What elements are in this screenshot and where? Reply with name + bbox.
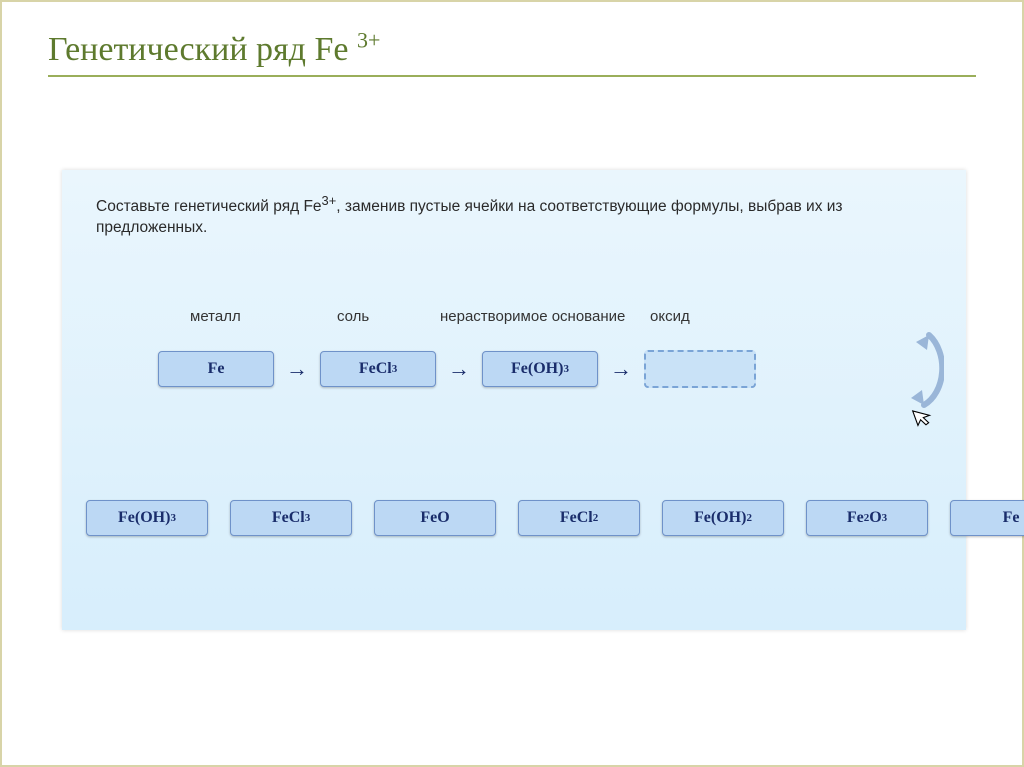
label-metal: металл (190, 308, 241, 325)
pool-chip[interactable]: FeO (374, 500, 496, 536)
label-salt: соль (337, 308, 369, 325)
slide: Генетический ряд Fe 3+ Составьте генетич… (0, 0, 1024, 767)
content-panel: Составьте генетический ряд Fe3+, заменив… (62, 170, 966, 630)
chain-row: Fe→FeCl3→Fe(OH)3→ (62, 350, 966, 388)
chain-chip[interactable]: FeCl3 (320, 351, 436, 387)
pool-chip[interactable]: Fe (950, 500, 1024, 536)
title-underline: Генетический ряд Fe 3+ (48, 28, 976, 77)
label-base: нерастворимое основание (440, 308, 625, 325)
arrow-icon: → (436, 356, 482, 382)
options-pool: Fe(OH)3FeCl3FeOFeCl2Fe(OH)2Fe2O3Fe (86, 500, 966, 536)
pool-chip[interactable]: Fe(OH)3 (86, 500, 208, 536)
empty-slot[interactable] (644, 350, 756, 388)
pool-chip[interactable]: Fe(OH)2 (662, 500, 784, 536)
arrow-icon: → (274, 356, 320, 382)
pool-chip[interactable]: FeCl3 (230, 500, 352, 536)
pool-chip[interactable]: FeCl2 (518, 500, 640, 536)
arrow-icon: → (598, 356, 644, 382)
chain-chip[interactable]: Fe(OH)3 (482, 351, 598, 387)
pool-chip[interactable]: Fe2O3 (806, 500, 928, 536)
label-oxide: оксид (650, 308, 690, 325)
instruction-text: Составьте генетический ряд Fe3+, заменив… (96, 192, 906, 239)
chain-chip[interactable]: Fe (158, 351, 274, 387)
slide-title: Генетический ряд Fe 3+ (48, 31, 380, 68)
